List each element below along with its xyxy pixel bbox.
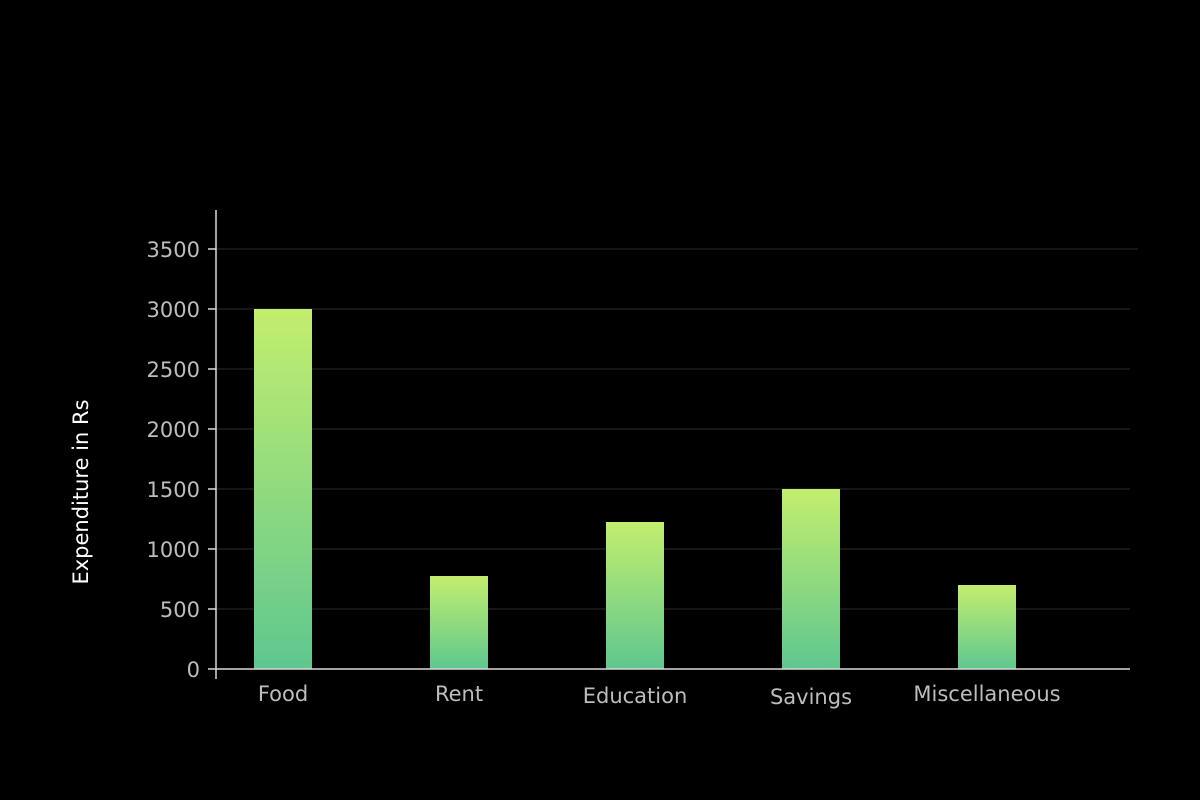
y-tick-label: 1000 — [147, 538, 200, 562]
x-tick-label: Savings — [770, 685, 852, 709]
y-tick-labels: 0 500 1000 1500 2000 2500 3000 3500 — [147, 238, 216, 682]
bar-food — [254, 309, 312, 669]
y-tick-label: 2500 — [147, 358, 200, 382]
y-axis-title: Expenditure in Rs — [69, 399, 93, 584]
bar-education — [606, 522, 664, 669]
bars — [254, 309, 1016, 669]
x-tick-label: Food — [258, 682, 308, 706]
y-tick-label: 3000 — [147, 298, 200, 322]
y-tick-label: 3500 — [147, 238, 200, 262]
y-tick-label: 2000 — [147, 418, 200, 442]
bar-savings — [782, 489, 840, 669]
axes — [215, 210, 1130, 679]
y-tick-label: 0 — [187, 658, 200, 682]
y-tick-label: 1500 — [147, 478, 200, 502]
bar-miscellaneous — [958, 585, 1016, 669]
gridlines — [216, 248, 1138, 610]
x-tick-labels: Food Rent Education Savings Miscellaneous — [258, 682, 1061, 709]
y-tick-label: 500 — [160, 598, 200, 622]
x-tick-label: Miscellaneous — [913, 682, 1060, 706]
bar-rent — [430, 576, 488, 669]
x-tick-label: Education — [583, 684, 688, 708]
x-tick-label: Rent — [435, 682, 483, 706]
